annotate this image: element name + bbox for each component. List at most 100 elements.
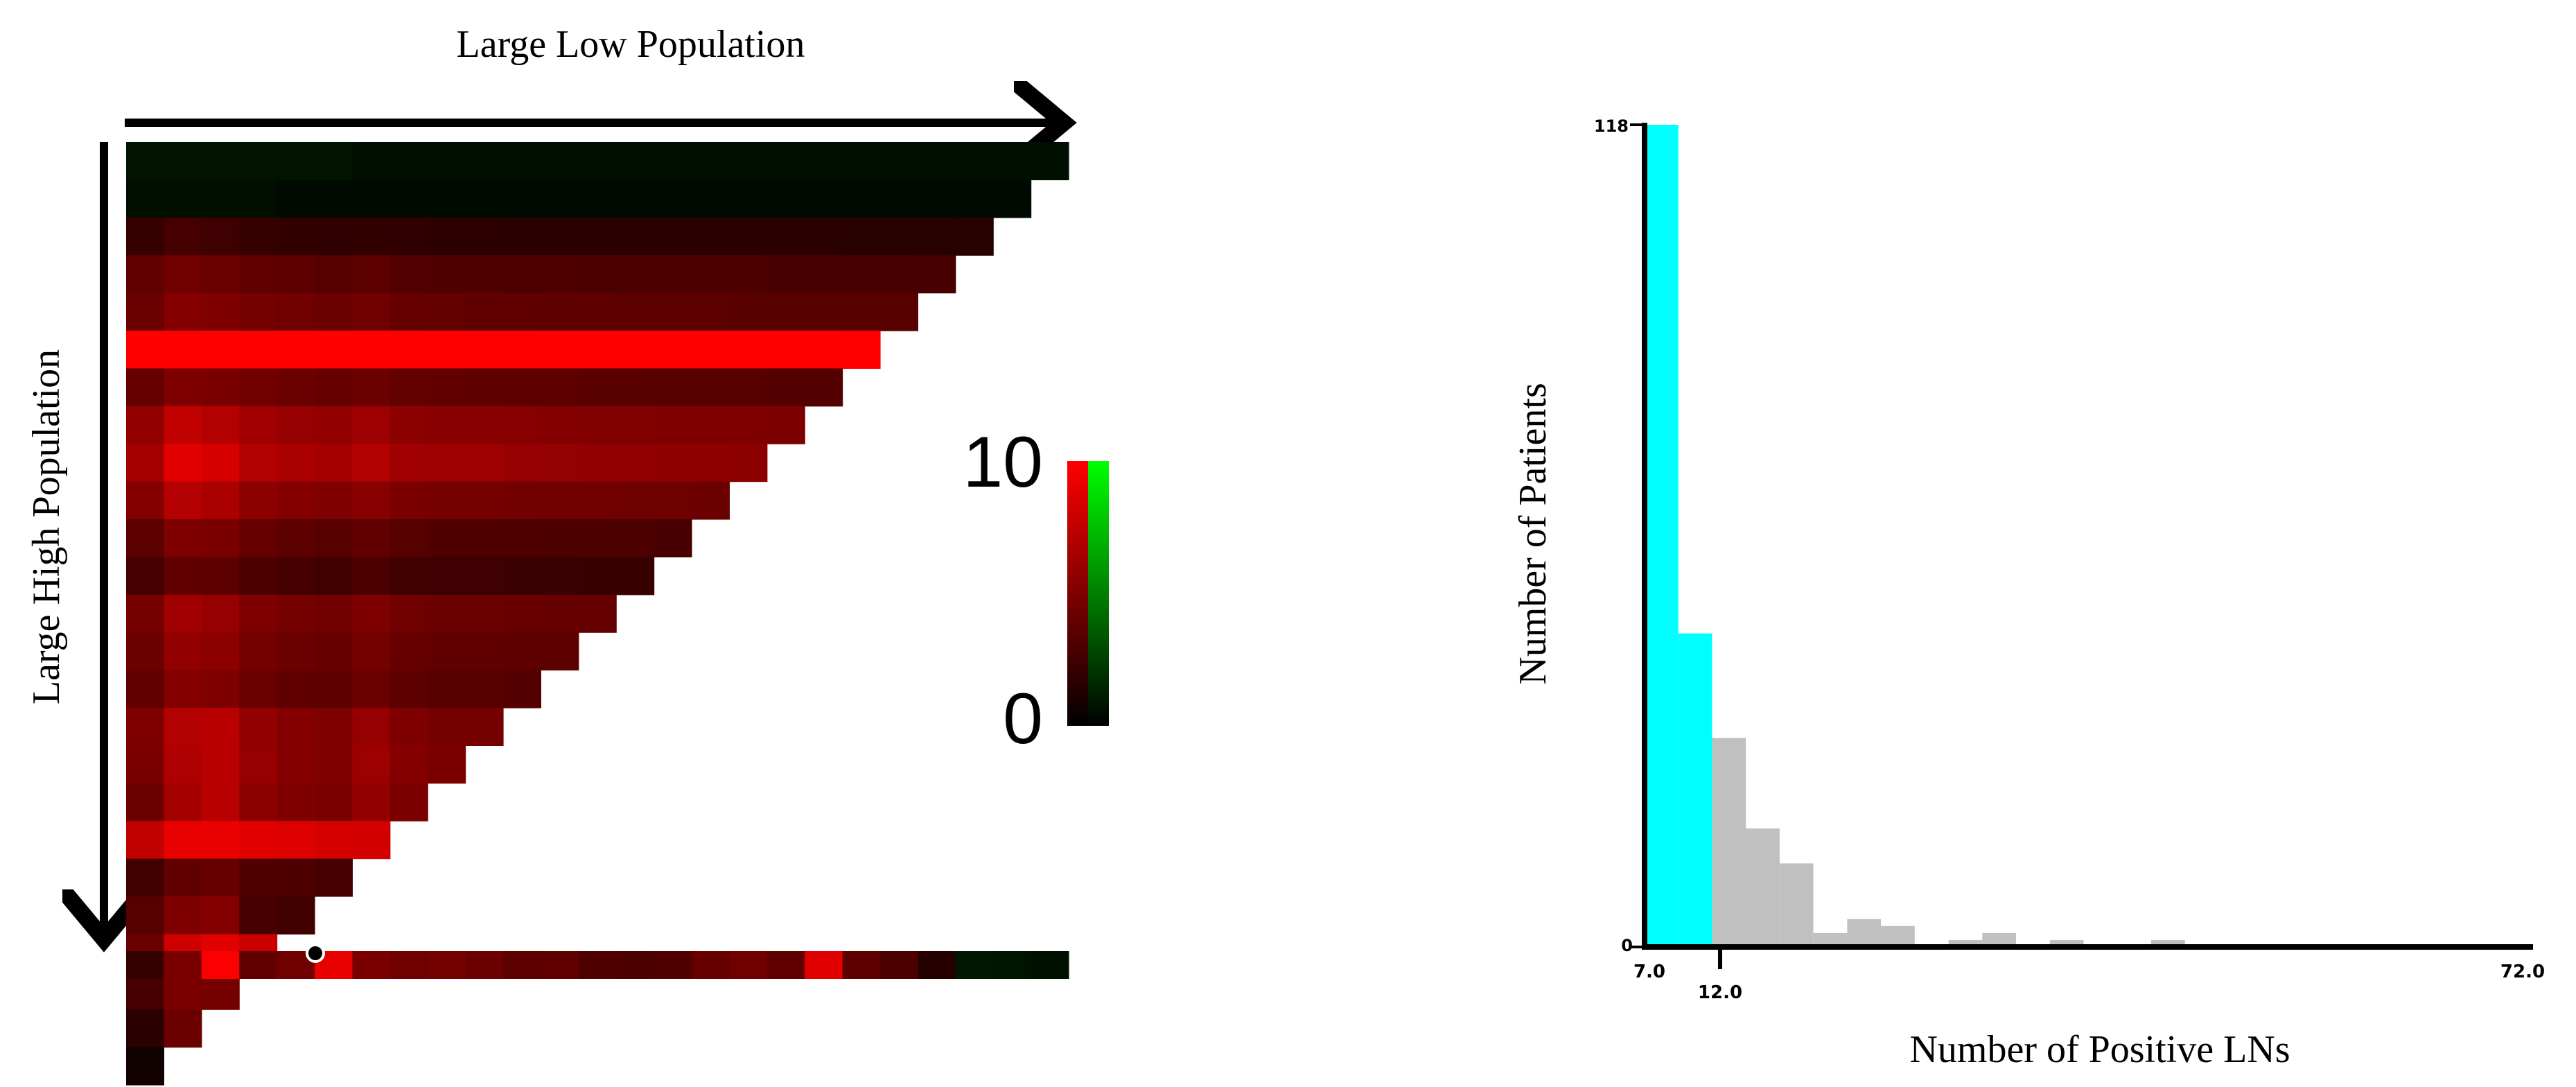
strip-cell-18 [805,951,843,979]
heatmap-cell-r3-c15 [692,255,730,294]
heatmap-cell-r16-c1 [164,745,202,784]
heatmap-cell-r1-c12 [578,180,617,218]
heatmap-cell-r5-c3 [239,331,278,369]
heatmap-cell-r0-c19 [842,142,881,180]
heatmap-cell-r16-c8 [428,745,466,784]
heatmap-cell-r6-c6 [352,368,391,407]
heatmap-cell-r0-c8 [428,142,466,180]
heatmap-cell-r16-c4 [277,745,315,784]
heatmap-cell-r6-c11 [541,368,579,407]
heatmap-cell-r16-c6 [352,745,391,784]
heatmap-cell-r19-c5 [315,858,353,897]
heatmap-cell-r15-c5 [315,708,353,746]
heatmap-cell-r8-c16 [729,444,768,482]
heatmap-cell-r11-c7 [389,557,428,595]
heatmap-cell-r4-c5 [315,293,353,331]
heatmap-cell-r13-c5 [315,632,353,671]
heatmap-cell-r7-c0 [126,406,164,444]
heatmap-cell-r12-c2 [201,594,240,633]
heatmap-cell-r0-c23 [993,142,1032,180]
heatmap-cell-r2-c5 [315,217,353,256]
heatmap-cell-r17-c2 [201,783,240,821]
heatmap-cell-r15-c2 [201,708,240,746]
heatmap-cell-r0-c2 [201,142,240,180]
heatmap-cell-r16-c2 [201,745,240,784]
heatmap-cell-r17-c1 [164,783,202,821]
heatmap-cell-r16-c7 [389,745,428,784]
heatmap-cell-r7-c6 [352,406,391,444]
heatmap-cell-r4-c3 [239,293,278,331]
heatmap-cell-r9-c8 [428,481,466,520]
heatmap-cell-r19-c0 [126,858,164,897]
heatmap-cell-r0-c11 [541,142,579,180]
heatmap-cell-r11-c9 [465,557,504,595]
histogram-bar-4 [1779,863,1814,947]
heatmap-cell-r8-c12 [578,444,617,482]
heatmap-cell-r19-c1 [164,858,202,897]
heatmap-cell-r13-c6 [352,632,391,671]
heatmap-cell-r17-c3 [239,783,278,821]
heatmap-cell-r0-c24 [1031,142,1069,180]
heatmap-cell-r9-c12 [578,481,617,520]
heatmap-cell-r4-c2 [201,293,240,331]
histogram-bar-5 [1813,932,1848,947]
heatmap-cell-r2-c22 [955,217,994,256]
heatmap-cell-r9-c2 [201,481,240,520]
strip-cell-8 [428,951,466,979]
heatmap-cell-r17-c5 [315,783,353,821]
heatmap-cell-r9-c0 [126,481,164,520]
heatmap-cell-r2-c16 [729,217,768,256]
heatmap-cell-r0-c12 [578,142,617,180]
heatmap-cell-r19-c4 [277,858,315,897]
heatmap-cell-r6-c13 [616,368,655,407]
heatmap-panel: Large Low Population Large High Populati… [25,23,1109,1086]
heatmap-cell-r10-c11 [541,519,579,557]
heatmap-cell-r2-c17 [766,217,805,256]
heatmap-cell-r4-c10 [503,293,541,331]
y-tick-label-118: 118 [1594,116,1629,136]
heatmap-cell-r5-c11 [541,331,579,369]
heatmap-cell-r3-c6 [352,255,391,294]
heatmap-cell-r0-c10 [503,142,541,180]
heatmap-cell-r9-c15 [692,481,730,520]
heatmap-cell-r4-c7 [389,293,428,331]
heatmap-cell-r15-c1 [164,708,202,746]
heatmap-cell-r20-c4 [277,896,315,934]
heatmap-cell-r12-c11 [541,594,579,633]
heatmap-cell-r14-c7 [389,670,428,708]
heatmap-cell-r7-c9 [465,406,504,444]
heatmap-cell-r6-c15 [692,368,730,407]
heatmap-cell-r9-c5 [315,481,353,520]
heatmap-cell-r2-c4 [277,217,315,256]
heatmap-cell-r14-c2 [201,670,240,708]
heatmap-cell-r3-c13 [616,255,655,294]
heatmap-cell-r1-c0 [126,180,164,218]
heatmap-cell-r10-c2 [201,519,240,557]
heatmap-cell-r18-c1 [164,821,202,860]
colorbar-red [1067,461,1088,726]
heatmap-cell-r14-c0 [126,670,164,708]
heatmap-cell-r17-c4 [277,783,315,821]
heatmap-cell-r7-c4 [277,406,315,444]
strip-cell-20 [880,951,918,979]
heatmap-cell-r9-c7 [389,481,428,520]
heatmap-cell-r1-c16 [729,180,768,218]
heatmap-cell-r10-c13 [616,519,655,557]
heatmap-cell-r11-c13 [616,557,655,595]
heatmap-cell-r1-c13 [616,180,655,218]
strip-cell-7 [389,951,428,979]
heatmap-cell-r5-c15 [692,331,730,369]
heatmap-cell-r1-c7 [389,180,428,218]
heatmap-cell-r14-c4 [277,670,315,708]
histogram-bar-2 [1712,738,1746,947]
histogram-y-label: Number of Patients [1512,383,1554,684]
heatmap-cell-r5-c2 [201,331,240,369]
heatmap-cell-r1-c8 [428,180,466,218]
heatmap-cell-r1-c23 [993,180,1032,218]
heatmap-cell-r9-c10 [503,481,541,520]
heatmap-cell-r12-c1 [164,594,202,633]
heatmap-cell-r7-c16 [729,406,768,444]
heatmap-cell-r4-c16 [729,293,768,331]
heatmap-cell-r5-c8 [428,331,466,369]
heatmap-cell-r8-c14 [654,444,692,482]
